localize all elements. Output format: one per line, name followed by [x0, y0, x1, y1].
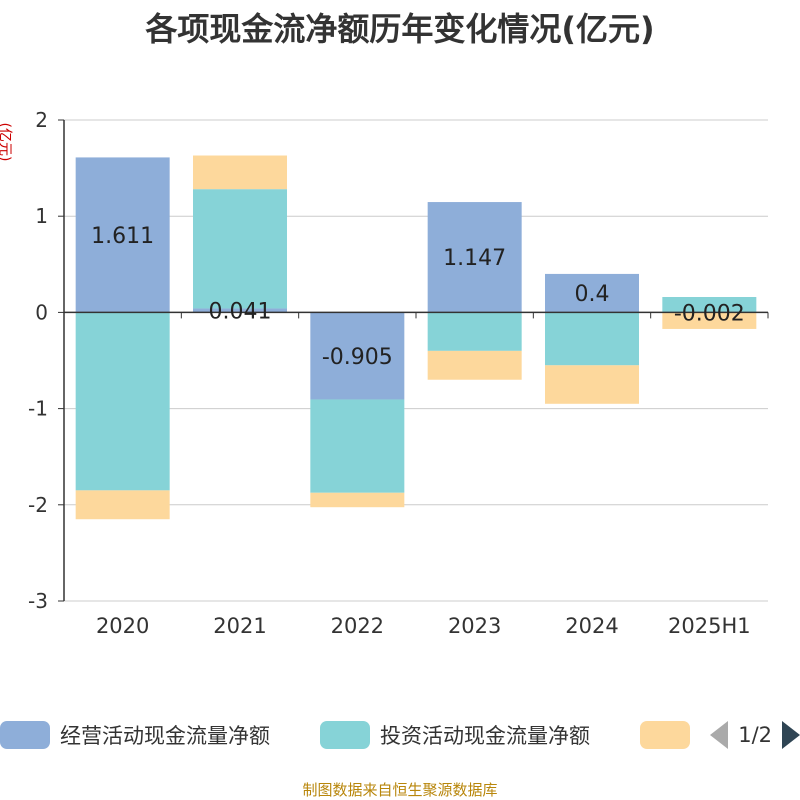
x-tick-label: 2021	[213, 614, 266, 638]
bar-segment-series-1	[662, 297, 757, 313]
data-label: 1.147	[443, 246, 506, 271]
bar-segment-series-2	[662, 312, 757, 329]
bar-segment-series-0	[310, 312, 405, 400]
chart-title: 各项现金流净额历年变化情况(亿元)	[145, 10, 655, 48]
data-label: -0.002	[674, 301, 745, 326]
y-tick-label: 0	[35, 300, 48, 324]
legend-pager: 1/2	[710, 718, 800, 752]
x-tick-label: 2022	[331, 614, 384, 638]
bar-segment-series-2	[75, 490, 170, 520]
legend: 经营活动现金流量净额 投资活动现金流量净额 1/2	[0, 718, 800, 752]
bar-segment-series-0	[75, 157, 170, 313]
legend-item-investing[interactable]: 投资活动现金流量净额	[320, 718, 590, 752]
bar-segment-series-0	[427, 202, 522, 313]
legend-item-operating[interactable]: 经营活动现金流量净额	[0, 718, 270, 752]
bar-segment-series-1	[75, 312, 170, 491]
bar-segment-series-2	[193, 155, 287, 190]
y-tick-label: -2	[28, 493, 48, 517]
y-tick-label: 1	[35, 204, 48, 228]
bar-segment-series-0	[193, 308, 287, 313]
legend-page-indicator: 1/2	[738, 723, 772, 747]
x-tick-label: 2023	[448, 614, 501, 638]
bar-segment-series-0	[545, 273, 639, 313]
legend-swatch-operating	[0, 721, 50, 749]
x-tick-label: 2025H1	[668, 614, 751, 638]
data-label: 0.4	[575, 282, 610, 307]
legend-label-operating: 经营活动现金流量净额	[60, 724, 270, 748]
x-tick-label: 2020	[96, 614, 149, 638]
legend-swatch-investing	[320, 721, 370, 749]
legend-swatch-financing	[640, 721, 690, 749]
legend-label-investing: 投资活动现金流量净额	[380, 724, 590, 748]
data-label: -0.905	[322, 345, 393, 370]
data-label: 1.611	[91, 224, 154, 249]
bar-segment-series-2	[427, 350, 522, 380]
legend-item-financing[interactable]	[640, 718, 690, 752]
bar-segment-series-2	[310, 492, 405, 508]
legend-next-arrow-icon[interactable]	[782, 721, 800, 749]
y-tick-label: 2	[35, 108, 48, 132]
data-label: 0.041	[209, 299, 272, 324]
bar-segment-series-1	[427, 312, 522, 351]
y-tick-label: -1	[28, 397, 48, 421]
bar-segment-series-1	[193, 189, 287, 309]
y-tick-label: -3	[28, 589, 48, 613]
bar-segment-series-1	[545, 312, 639, 366]
bar-chart: 2 1 0 -1 -2 -3 1.611 0.041 -0.905 1.147 0.4 -0.002 2…	[28, 108, 769, 638]
bar-segment-series-2	[545, 365, 639, 404]
data-source-footer: 制图数据来自恒生聚源数据库	[302, 781, 498, 799]
bar-segment-series-1	[310, 399, 405, 493]
legend-prev-arrow-icon[interactable]	[710, 721, 729, 749]
x-tick-label: 2024	[565, 614, 618, 638]
